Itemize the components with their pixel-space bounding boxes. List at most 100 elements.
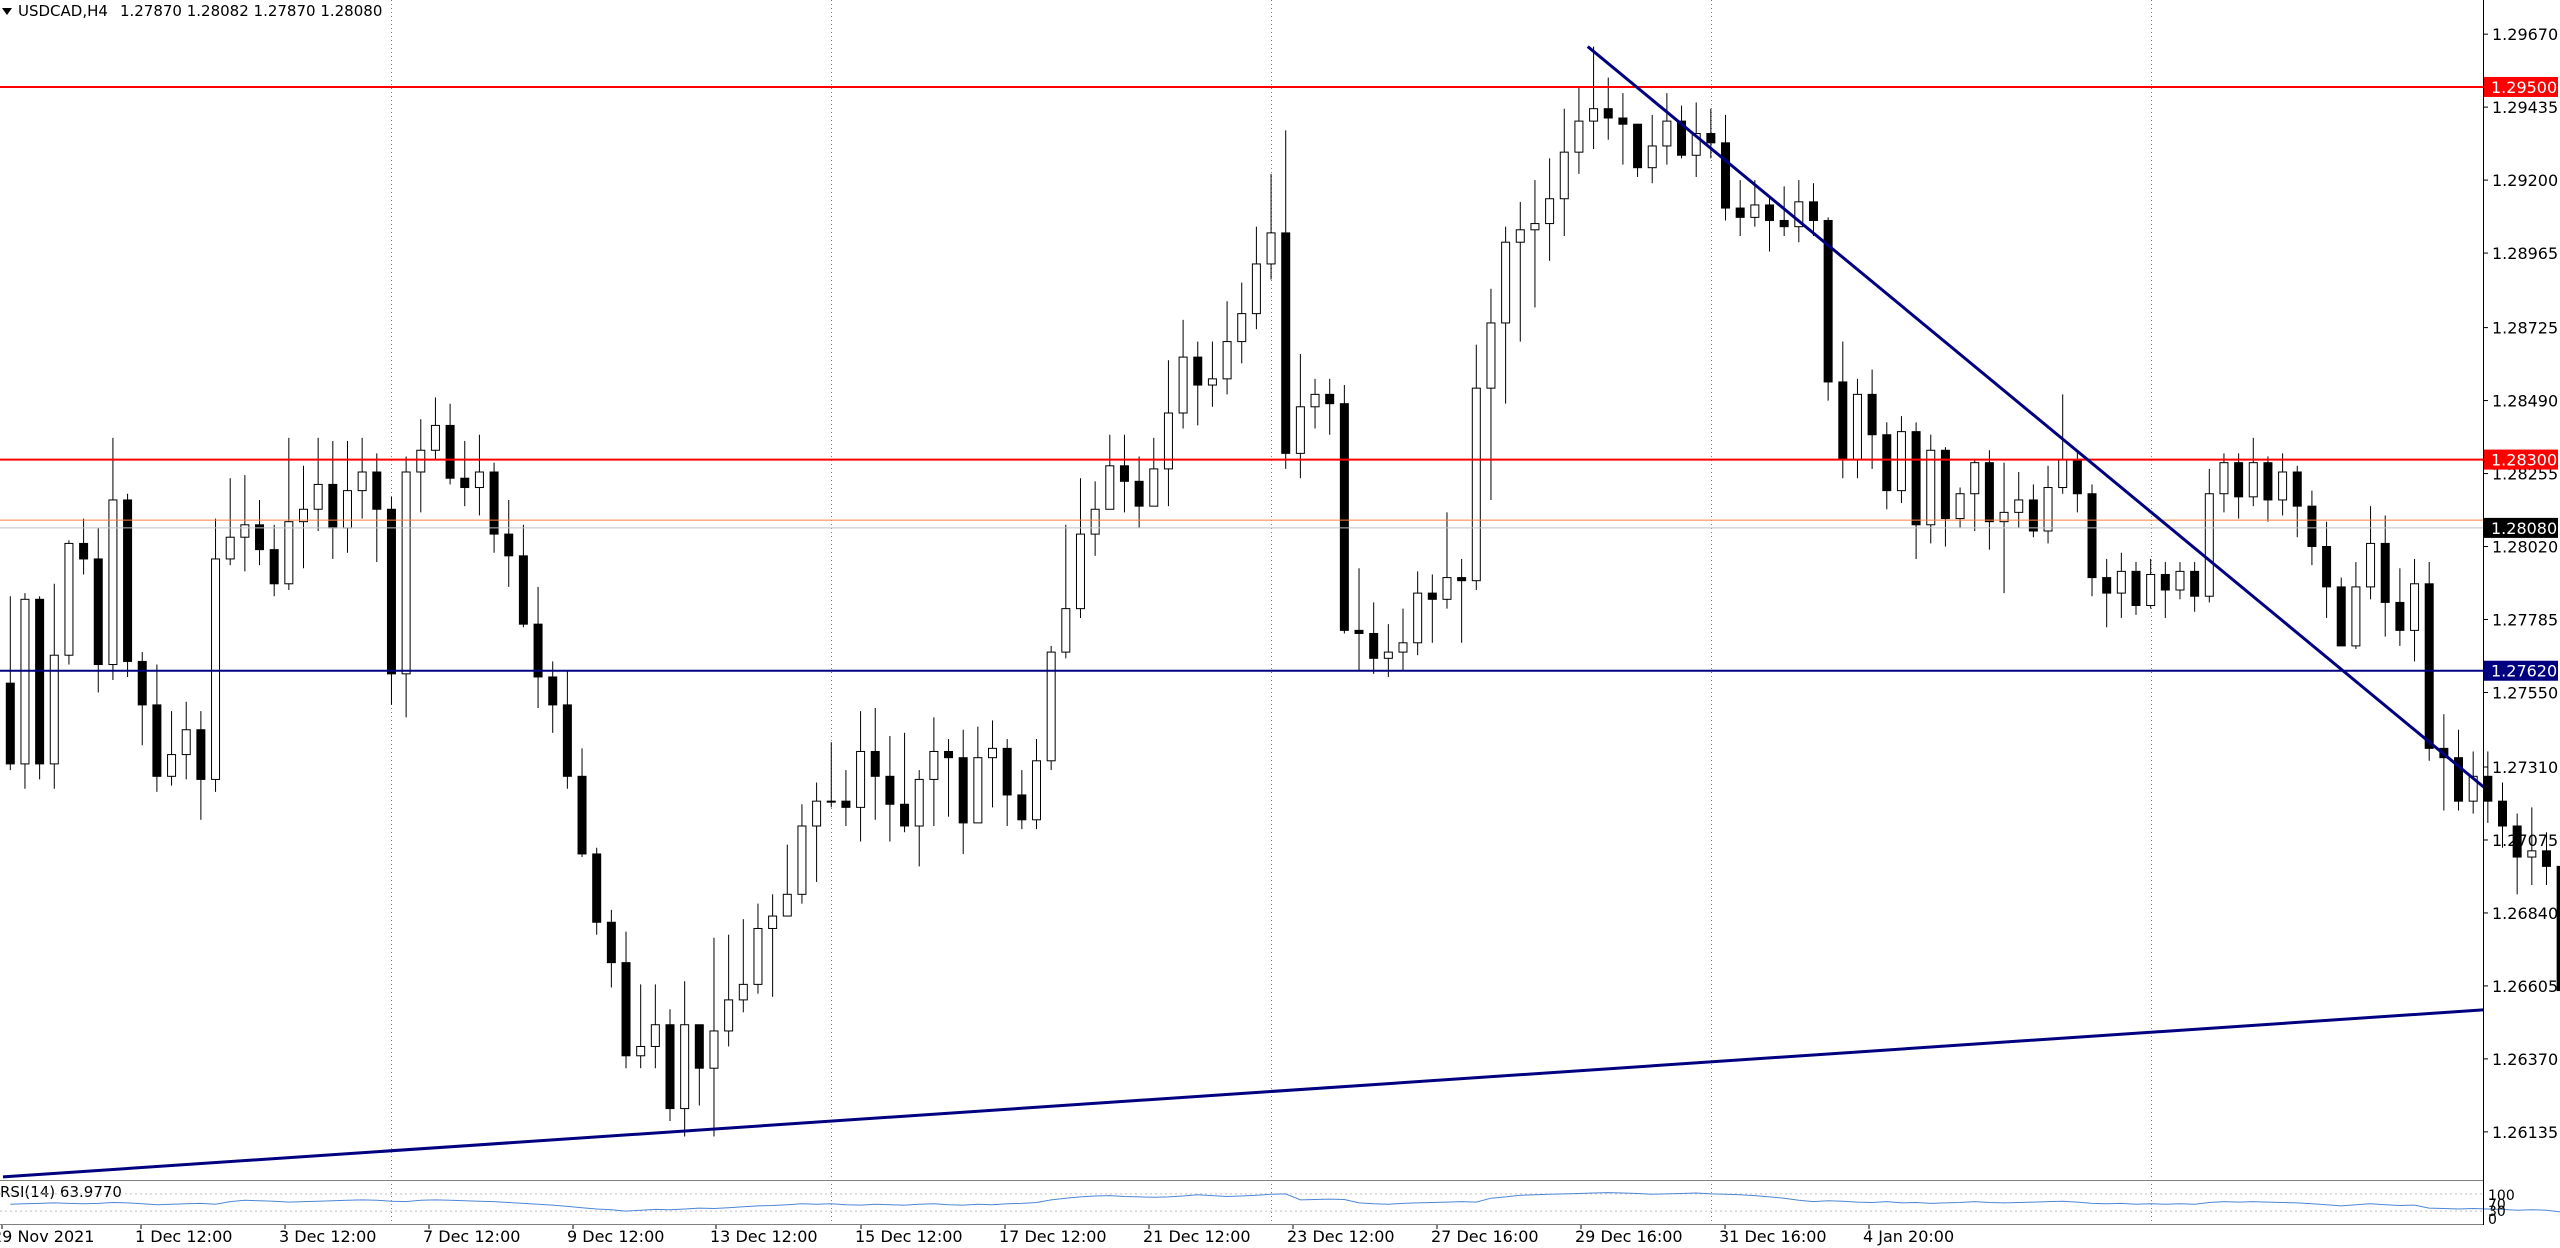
candle-body xyxy=(2175,570,2185,591)
candle-body xyxy=(1662,120,1672,147)
rsi-axis-label: 0 xyxy=(2488,1212,2497,1228)
candle-body xyxy=(1369,632,1379,659)
candle-body xyxy=(20,598,30,765)
candle-body xyxy=(299,508,308,523)
symbol-timeframe: USDCAD,H4 xyxy=(18,2,108,20)
candle-body xyxy=(255,524,265,551)
chart-header: USDCAD,H4 1.27870 1.28082 1.27870 1.2808… xyxy=(0,0,382,22)
rsi-axis-label: 30 xyxy=(2488,1204,2506,1220)
candle-body xyxy=(2131,570,2141,607)
candle-body xyxy=(1413,592,1423,644)
candle-body xyxy=(2322,546,2332,588)
candle-body xyxy=(2483,775,2493,802)
candle-body xyxy=(5,682,15,765)
time-tick-label: 27 Dec 16:00 xyxy=(1431,1227,1539,1246)
candle-body xyxy=(2102,577,2112,594)
candle-body xyxy=(1032,760,1041,821)
candle-body xyxy=(665,1024,675,1110)
candle-body xyxy=(1633,123,1643,169)
candle-body xyxy=(1779,219,1789,228)
candle-body xyxy=(1545,198,1555,225)
candle-body xyxy=(1149,468,1159,507)
candle-body xyxy=(2395,601,2405,631)
candle-body xyxy=(108,499,118,666)
candle-body xyxy=(1603,108,1613,119)
candle-body xyxy=(2014,499,2024,513)
candle-body xyxy=(386,508,396,675)
candle-body xyxy=(1178,356,1188,414)
candle-body xyxy=(988,747,998,759)
price-tick-label: 1.29200 xyxy=(2492,171,2558,190)
price-tick-label: 1.27785 xyxy=(2492,611,2558,630)
candle-body xyxy=(1325,393,1335,405)
candle-body xyxy=(1237,313,1247,343)
candle-body xyxy=(1647,145,1657,169)
candle-body xyxy=(211,558,221,780)
time-tick-label: 31 Dec 16:00 xyxy=(1719,1227,1827,1246)
candle-body xyxy=(1852,393,1862,461)
candle-body xyxy=(841,800,851,808)
candle-body xyxy=(709,1030,719,1069)
ohlc-readout: 1.27870 1.28082 1.27870 1.28080 xyxy=(119,2,383,20)
candle-body xyxy=(548,676,558,706)
candle-body xyxy=(35,598,45,765)
time-tick-label: 23 Dec 12:00 xyxy=(1287,1227,1395,1246)
candle-body xyxy=(680,1024,690,1110)
candle-body xyxy=(1310,393,1320,408)
candle-body xyxy=(1589,108,1599,122)
price-tick-label: 1.27550 xyxy=(2492,683,2558,702)
candle-body xyxy=(958,757,968,824)
candle-body xyxy=(1926,449,1936,526)
candle-body xyxy=(562,704,572,777)
price-tick-label: 1.26840 xyxy=(2492,904,2558,923)
rsi-label: RSI(14) 63.9770 xyxy=(0,1183,122,1201)
candle-body xyxy=(1427,592,1437,600)
level-tag-label: 1.27620 xyxy=(2491,662,2557,681)
candle-body xyxy=(1735,207,1745,218)
time-tick-label: 15 Dec 12:00 xyxy=(855,1227,963,1246)
candle-body xyxy=(885,775,895,805)
candle-body xyxy=(1471,387,1481,582)
candle-body xyxy=(49,654,59,765)
candle-body xyxy=(1808,201,1818,221)
candle-body xyxy=(2527,850,2537,858)
candle-body xyxy=(2219,462,2229,495)
candle-body xyxy=(1955,493,1965,520)
candle-body xyxy=(504,533,514,557)
trendlines[interactable] xyxy=(2,45,2560,1179)
candle-body xyxy=(2292,471,2302,507)
candle-body xyxy=(1090,508,1100,535)
current-price-tag xyxy=(2484,517,2558,538)
candle-body xyxy=(1750,204,1760,218)
candle-body xyxy=(430,424,440,451)
candle-body xyxy=(1383,651,1393,659)
collapse-triangle-icon[interactable] xyxy=(2,7,12,15)
candle-body xyxy=(2190,570,2200,597)
candle-body xyxy=(1867,393,1877,436)
current-price-tag-label: 1.28080 xyxy=(2491,519,2557,538)
candle-body xyxy=(240,524,250,538)
candle-body xyxy=(225,536,235,560)
candle-body xyxy=(753,927,763,985)
candle-body xyxy=(1574,120,1584,153)
rsi-axis-label: 70 xyxy=(2488,1197,2506,1213)
candle-body xyxy=(342,490,352,529)
candle-body xyxy=(900,803,910,827)
candle-body xyxy=(1530,223,1540,231)
time-tick-label: 17 Dec 12:00 xyxy=(999,1227,1107,1246)
candle-body xyxy=(328,483,338,529)
candle-body xyxy=(2307,505,2317,548)
candle-body xyxy=(1207,378,1217,386)
candle-body xyxy=(2146,573,2156,607)
level-tag xyxy=(2484,660,2558,681)
candle-body xyxy=(2204,493,2214,597)
level-tag-label: 1.29500 xyxy=(2491,78,2557,97)
candle-body xyxy=(1295,406,1305,454)
candle-body xyxy=(1442,577,1452,600)
candle-body xyxy=(2278,471,2288,501)
candle-body xyxy=(2087,493,2097,579)
candle-body xyxy=(181,729,191,756)
candle-body xyxy=(1002,747,1012,796)
